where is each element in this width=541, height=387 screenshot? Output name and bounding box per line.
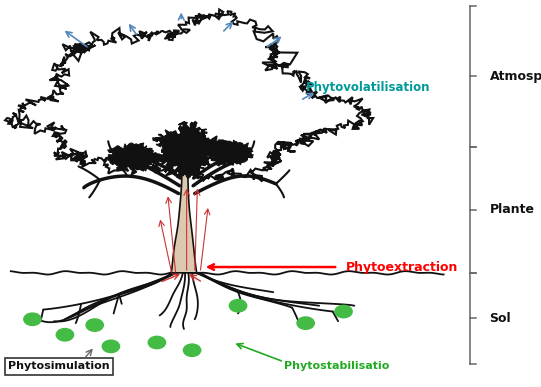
Polygon shape	[206, 140, 254, 166]
Text: Atmosphère: Atmosphère	[490, 70, 541, 83]
Circle shape	[86, 319, 103, 331]
Polygon shape	[153, 122, 228, 178]
Polygon shape	[170, 170, 197, 274]
Circle shape	[297, 317, 314, 329]
Circle shape	[183, 344, 201, 356]
Circle shape	[229, 300, 247, 312]
Circle shape	[335, 305, 352, 318]
Text: Plante: Plante	[490, 204, 535, 216]
Text: Phytovolatilisation: Phytovolatilisation	[306, 80, 430, 94]
Circle shape	[148, 336, 166, 349]
Circle shape	[102, 340, 120, 353]
Text: Phytosimulation: Phytosimulation	[8, 361, 110, 372]
Text: Sol: Sol	[490, 312, 511, 325]
Circle shape	[24, 313, 41, 325]
Circle shape	[56, 329, 74, 341]
Polygon shape	[5, 9, 373, 182]
Text: Phytoextraction: Phytoextraction	[346, 260, 459, 274]
Text: Phytostabilisatio: Phytostabilisatio	[284, 361, 390, 371]
Polygon shape	[105, 143, 157, 175]
